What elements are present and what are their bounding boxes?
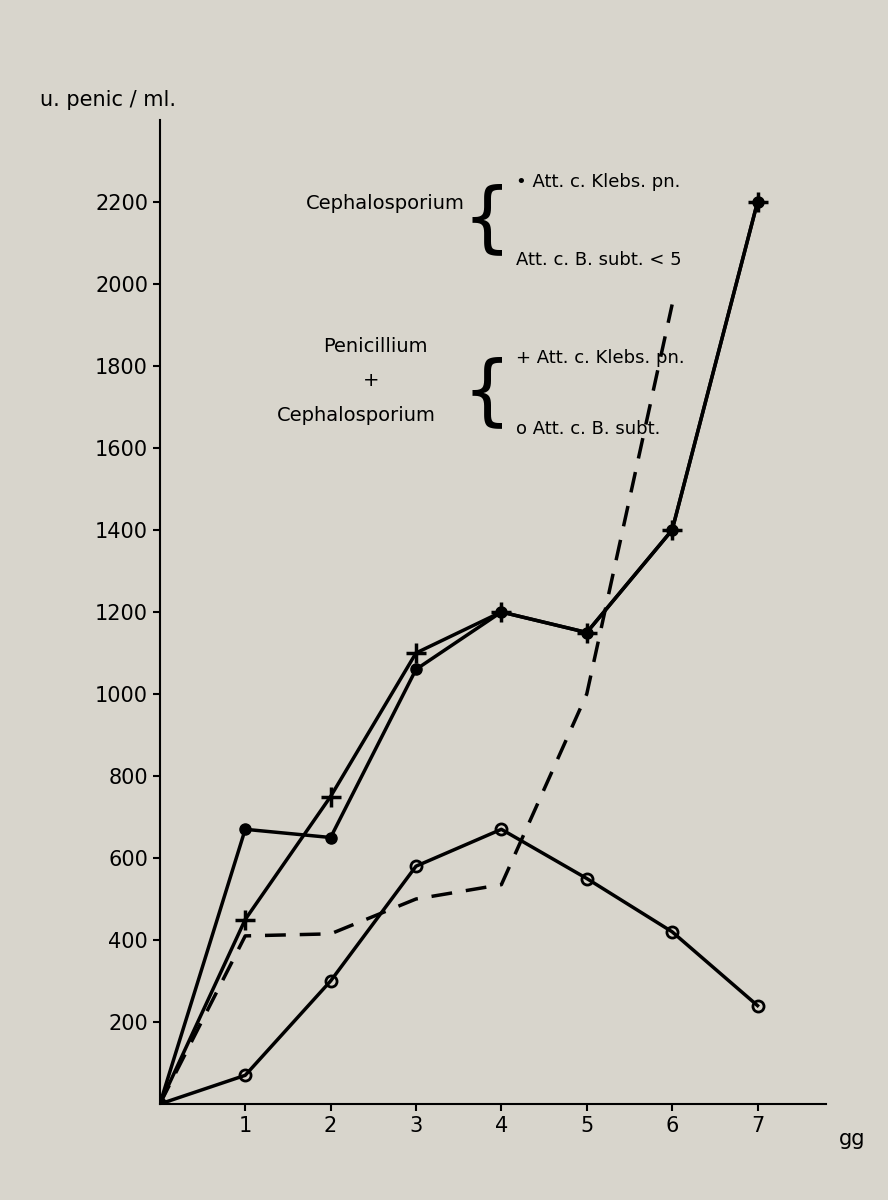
Text: Penicillium: Penicillium — [323, 337, 427, 356]
Text: {: { — [463, 184, 511, 257]
Text: u. penic / ml.: u. penic / ml. — [40, 90, 176, 110]
Text: {: { — [463, 356, 511, 431]
Text: Att. c. B. subt. < 5: Att. c. B. subt. < 5 — [516, 251, 682, 269]
Text: gg: gg — [839, 1128, 866, 1148]
Text: Cephalosporium: Cephalosporium — [276, 406, 435, 425]
Text: • Att. c. Klebs. pn.: • Att. c. Klebs. pn. — [516, 173, 680, 191]
Text: + Att. c. Klebs. pn.: + Att. c. Klebs. pn. — [516, 349, 685, 367]
Text: +: + — [363, 371, 379, 390]
Text: o Att. c. B. subt.: o Att. c. B. subt. — [516, 420, 661, 438]
Text: Cephalosporium: Cephalosporium — [306, 194, 465, 214]
